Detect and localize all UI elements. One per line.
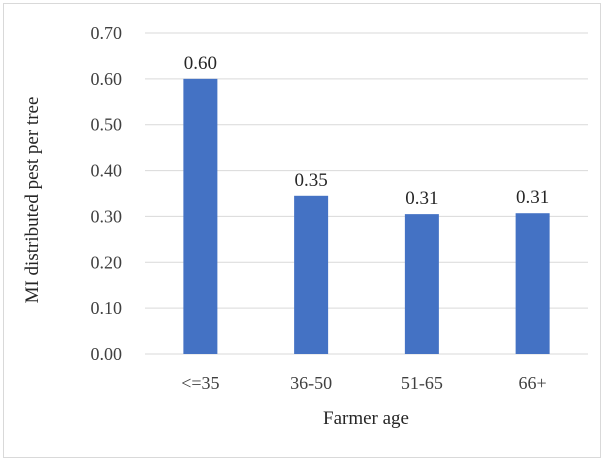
data-labels: 0.60 0.35 0.31 0.31 xyxy=(184,53,550,209)
x-tick-label: 36-50 xyxy=(290,373,332,393)
bar xyxy=(294,195,329,354)
data-label: 0.60 xyxy=(184,53,217,74)
y-tick-label: 0.30 xyxy=(91,206,123,226)
bars xyxy=(183,78,550,354)
x-tick-label: 51-65 xyxy=(401,373,443,393)
data-label: 0.31 xyxy=(516,187,549,208)
bar xyxy=(404,214,439,354)
y-tick-label: 0.00 xyxy=(91,344,123,364)
y-tick-label: 0.40 xyxy=(91,161,123,181)
y-axis-title: MI distributed pest per tree xyxy=(22,97,43,304)
data-label: 0.35 xyxy=(295,170,328,191)
bar xyxy=(515,213,550,354)
data-label: 0.31 xyxy=(405,188,438,209)
y-tick-label: 0.60 xyxy=(91,69,123,89)
y-tick-label: 0.70 xyxy=(91,23,123,43)
gridlines xyxy=(145,32,588,355)
x-axis-tick-labels: <=35 36-50 51-65 66+ xyxy=(181,373,546,393)
x-axis-title: Farmer age xyxy=(323,408,409,429)
bar xyxy=(183,78,218,354)
x-tick-label: <=35 xyxy=(181,373,219,393)
x-tick-label: 66+ xyxy=(519,373,547,393)
y-axis-tick-labels: 0.00 0.10 0.20 0.30 0.40 0.50 0.60 0.70 xyxy=(91,23,123,364)
y-tick-label: 0.50 xyxy=(91,115,123,135)
y-tick-label: 0.10 xyxy=(91,298,123,318)
y-tick-label: 0.20 xyxy=(91,252,123,272)
